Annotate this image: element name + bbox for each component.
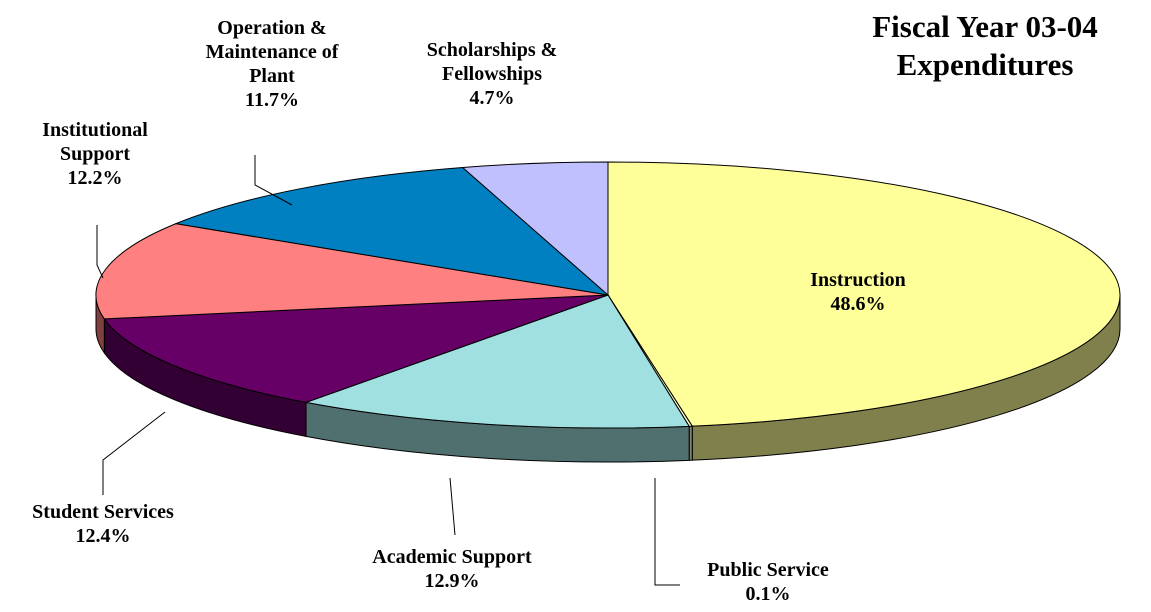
slice-label: Academic Support 12.9% — [332, 545, 572, 593]
slice-name: Operation & Maintenance of Plant — [205, 17, 339, 87]
slice-value: 12.9% — [424, 570, 480, 592]
slice-label: Operation & Maintenance of Plant 11.7% — [187, 16, 357, 112]
leader-line — [449, 477, 456, 536]
slice-label: Student Services 12.4% — [0, 500, 218, 548]
slice-value: 0.1% — [745, 583, 791, 605]
slice-name: Scholarships & Fellowships — [426, 39, 558, 85]
leader-line — [96, 225, 104, 279]
pie-tops — [95, 161, 1121, 429]
slice-name: Academic Support — [372, 546, 532, 568]
pie-slice — [607, 161, 1121, 427]
slice-value: 12.2% — [67, 167, 123, 189]
slice-value: 12.4% — [75, 525, 131, 547]
slice-name: Public Service — [707, 559, 829, 581]
slice-name: Institutional Support — [42, 119, 148, 165]
pie-slice — [174, 166, 610, 296]
slice-label: Institutional Support 12.2% — [20, 118, 170, 190]
slice-label: Public Service 0.1% — [658, 558, 878, 606]
slice-value: 48.6% — [830, 293, 886, 315]
slice-value: 4.7% — [469, 87, 515, 109]
leader-line — [254, 155, 293, 206]
slice-label: Instruction 48.6% — [728, 268, 988, 316]
slice-name: Instruction — [810, 269, 906, 291]
pie-slice — [103, 294, 609, 403]
slice-label: Scholarships & Fellowships 4.7% — [402, 38, 582, 110]
leader-line — [102, 411, 166, 495]
pie-slice — [304, 294, 691, 429]
pie-slice — [461, 161, 609, 297]
chart-title: Fiscal Year 03-04 Expenditures — [872, 9, 1098, 82]
leader-line — [654, 478, 680, 586]
pie-slice — [95, 223, 609, 320]
slice-value: 11.7% — [245, 89, 299, 111]
slice-name: Student Services — [32, 501, 174, 523]
